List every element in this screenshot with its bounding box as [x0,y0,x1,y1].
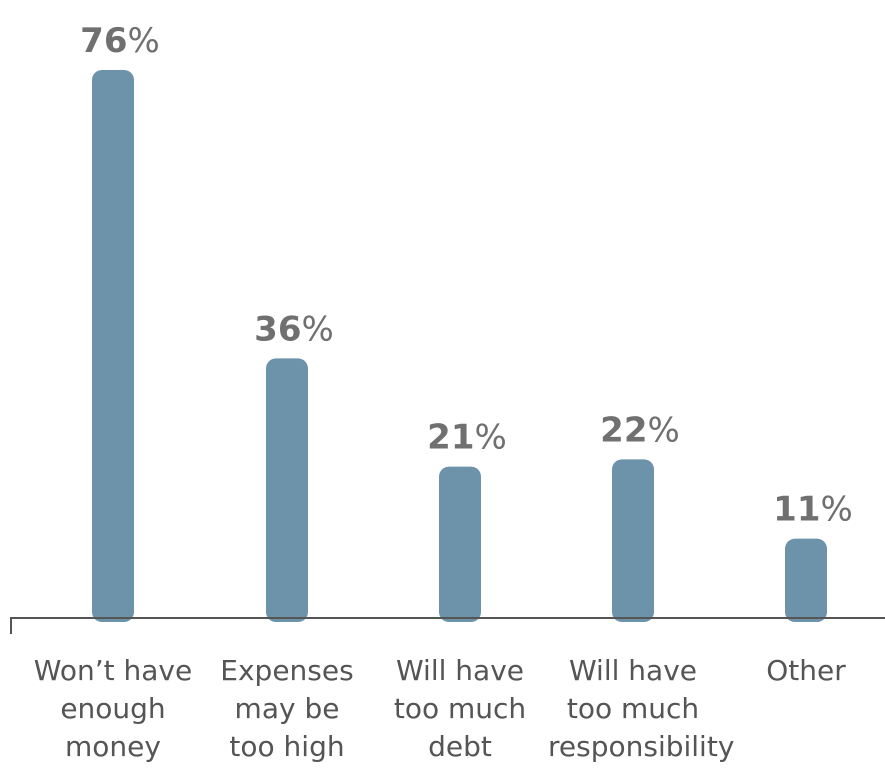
bar [266,358,308,622]
x-tick-label-line: too much [393,692,527,725]
x-tick-label: Other [721,652,885,690]
x-tick-label-line: enough [60,692,166,725]
bar [785,538,827,622]
bar [92,70,134,622]
data-label: 22% [600,410,680,450]
x-tick-label: Expenses may be too high [202,652,372,766]
x-tick-label-line: too much [566,692,700,725]
data-label-number: 21 [427,418,474,458]
data-label-unit: % [302,309,334,349]
x-tick-label-line: Expenses [220,654,354,687]
x-tick-label-line: Won’t have [33,654,193,687]
data-label-number: 22 [600,410,647,450]
data-label-unit: % [648,410,680,450]
x-tick-label-line: responsibility [548,730,735,763]
data-label: 21% [427,418,507,458]
x-tick-label: Will have too much responsibility [548,652,735,766]
bar [612,459,654,622]
x-tick-label-line: debt [428,730,492,763]
x-tick-label-line: may be [234,692,340,725]
x-tick-label-line: too high [229,730,345,763]
data-label-number: 76 [80,21,127,61]
data-label-number: 11 [773,490,820,530]
data-label: 11% [773,490,853,530]
bar [439,466,481,622]
x-tick-label: Won’t have enough money [28,652,198,766]
x-tick-label-line: money [65,730,161,763]
data-label-number: 36 [254,309,301,349]
data-label-unit: % [475,418,507,458]
x-tick-label-line: Will have [568,654,697,687]
data-label: 76% [80,21,160,61]
data-label: 36% [254,309,334,349]
x-tick-label-line: Will have [395,654,524,687]
data-label-unit: % [128,21,160,61]
x-tick-label-line: Other [766,654,846,687]
data-label-unit: % [821,490,853,530]
x-tick-label: Will have too much debt [375,652,545,766]
